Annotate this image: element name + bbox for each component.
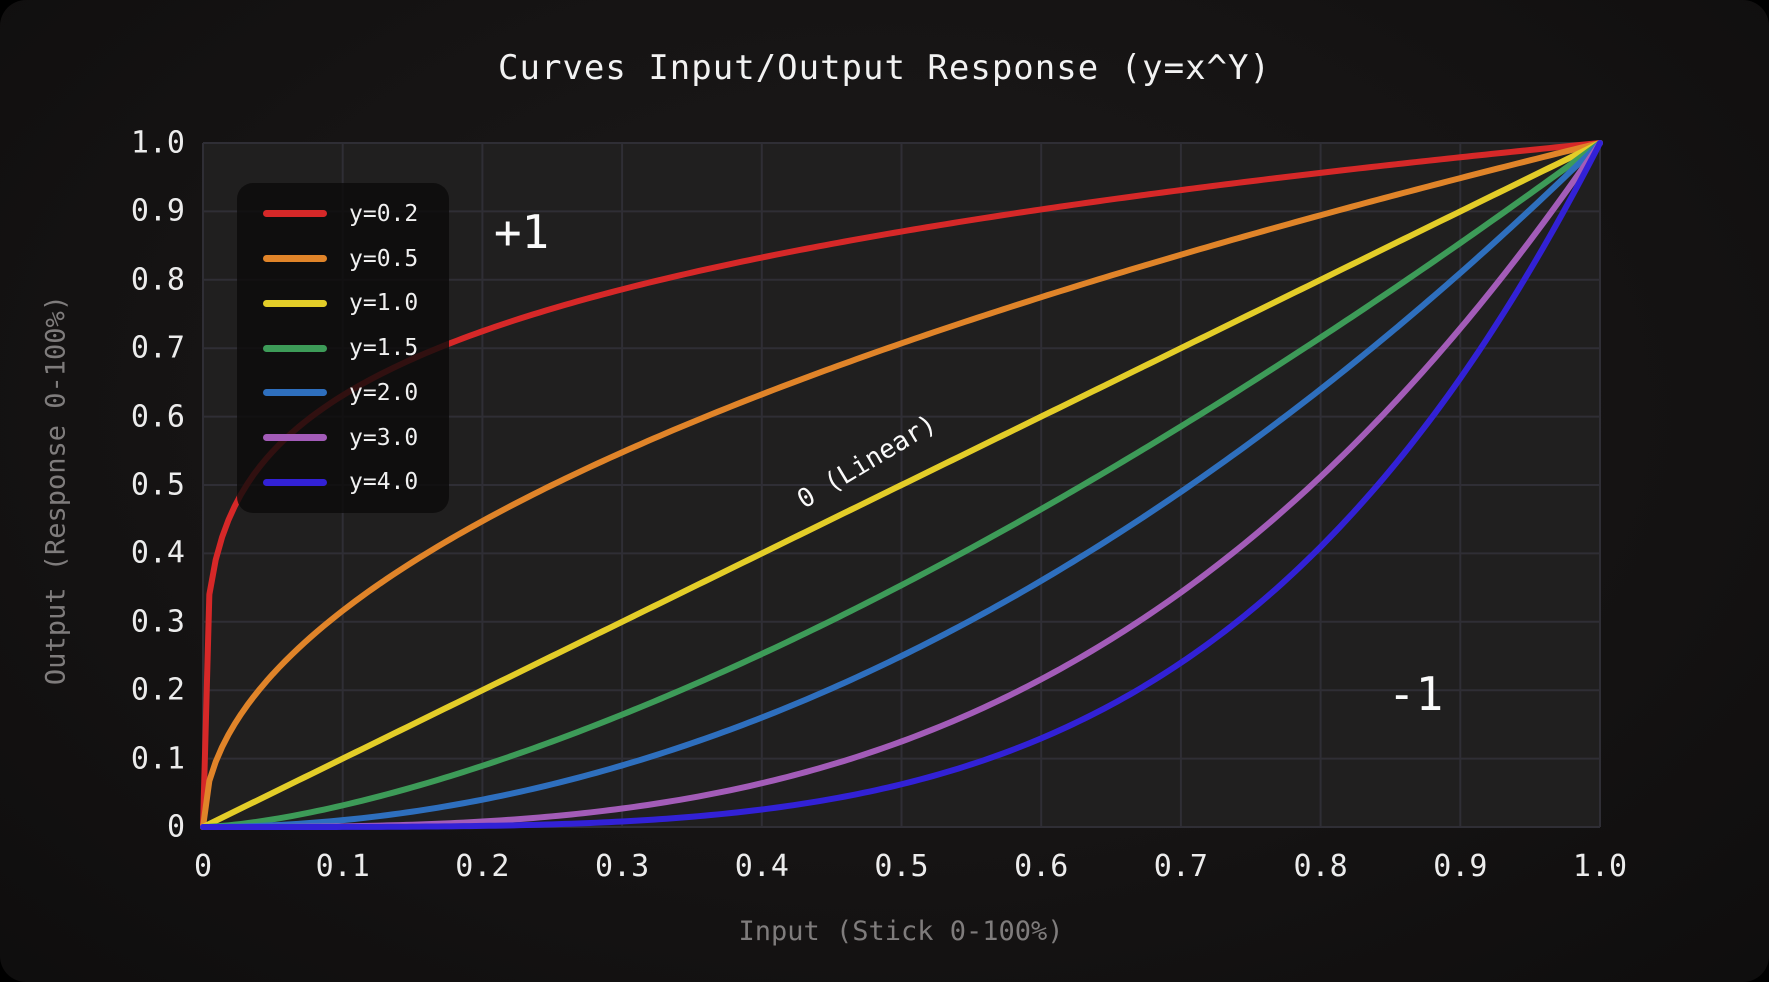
legend-item: y=2.0: [237, 373, 449, 413]
x-tick-label: 0.4: [734, 849, 789, 884]
x-tick-label: 0: [193, 849, 213, 884]
legend-label: y=0.2: [349, 200, 419, 227]
y-tick-label: 1.0: [130, 125, 185, 161]
x-tick-label: 0.5: [874, 849, 929, 884]
annotation-text: +1: [493, 204, 550, 259]
x-tick-label: 0.8: [1293, 849, 1348, 884]
y-tick-label: 0.3: [130, 604, 185, 640]
legend-swatch-icon: [263, 389, 327, 397]
y-tick-label: 0.6: [130, 399, 185, 435]
curve-y=4.0: [200, 140, 1603, 830]
x-tick-label: 0.6: [1014, 849, 1069, 884]
legend-item: y=0.2: [237, 194, 449, 234]
legend-swatch-icon: [263, 344, 327, 352]
annotation-text: -1: [1387, 667, 1444, 722]
legend-item: y=1.0: [237, 283, 449, 323]
x-tick-label: 0.3: [595, 849, 650, 884]
legend-label: y=3.0: [349, 424, 419, 451]
legend: y=0.2 y=0.5 y=1.0 y=1.5 y=2.0 y=3.0 y=4.0: [237, 183, 449, 513]
legend-label: y=4.0: [349, 469, 419, 496]
x-tick-label: 1.0: [1572, 849, 1628, 884]
x-tick-label: 0.7: [1153, 849, 1208, 884]
legend-label: y=1.5: [349, 335, 419, 361]
y-tick-label: 0.4: [130, 535, 185, 571]
y-tick-label: 0.5: [130, 467, 185, 503]
legend-swatch-icon: [263, 255, 327, 262]
x-tick-label: 0.1: [315, 849, 370, 884]
curve-y=1.0: [200, 140, 1603, 830]
plot-area: y=0.2 y=0.5 y=1.0 y=1.5 y=2.0 y=3.0 y=4.0: [200, 140, 1603, 830]
legend-label: y=1.0: [349, 290, 419, 317]
y-tick-label: 0.9: [130, 193, 185, 229]
y-axis-title: Output (Response 0-100%): [40, 294, 72, 686]
legend-swatch-icon: [263, 478, 327, 486]
x-tick-label: 0.9: [1433, 849, 1488, 884]
legend-item: y=3.0: [237, 418, 449, 458]
curve-y=1.5: [200, 140, 1603, 830]
legend-swatch-icon: [263, 210, 327, 218]
legend-item: y=1.5: [237, 328, 449, 368]
curve-y=2.0: [200, 140, 1603, 830]
curve-y=0.5: [200, 140, 1603, 830]
legend-swatch-icon: [263, 434, 327, 441]
legend-label: y=2.0: [349, 379, 419, 406]
legend-item: y=4.0: [237, 462, 449, 502]
y-tick-label: 0.2: [130, 672, 185, 708]
y-tick-label: 0.7: [130, 330, 185, 366]
chart-title: Curves Input/Output Response (y=x^Y): [498, 48, 1271, 88]
x-axis-title: Input (Stick 0-100%): [738, 916, 1064, 947]
legend-item: y=0.5: [237, 239, 449, 279]
legend-swatch-icon: [263, 299, 327, 307]
y-tick-label: 0: [166, 809, 185, 845]
x-tick-label: 0.2: [455, 849, 510, 884]
legend-label: y=0.5: [349, 245, 419, 272]
y-tick-label: 0.1: [130, 741, 185, 777]
y-tick-label: 0.8: [130, 262, 185, 298]
